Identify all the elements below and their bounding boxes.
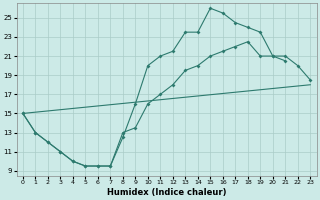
- X-axis label: Humidex (Indice chaleur): Humidex (Indice chaleur): [107, 188, 226, 197]
